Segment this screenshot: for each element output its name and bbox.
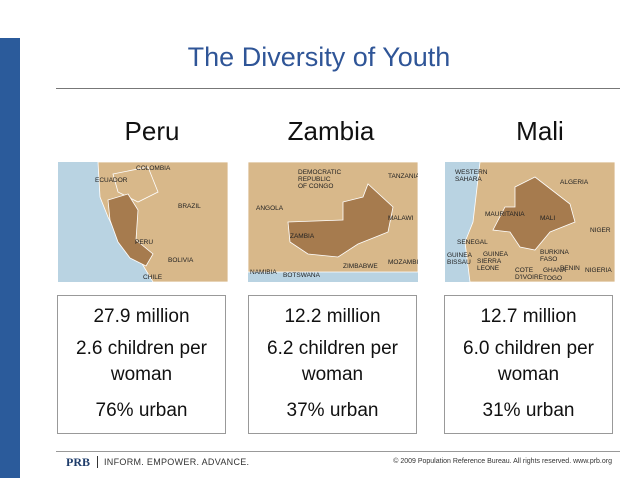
map-label: MALAWI	[388, 215, 414, 222]
map-label: PERU	[135, 239, 153, 246]
map-label: FASO	[540, 256, 557, 263]
map-label: OF CONGO	[298, 183, 333, 190]
map-label: BRAZIL	[178, 203, 201, 210]
stat: 12.2 million	[284, 306, 381, 327]
country-map: COLOMBIA ECUADOR BRAZIL PERU BOLIVIA CHILE	[58, 162, 228, 282]
map-label: WESTERN	[455, 169, 488, 176]
stat: 12.7 million	[480, 306, 577, 327]
map-label: MALI	[540, 215, 555, 222]
highlighted-country	[287, 183, 394, 258]
map-label: GHANA	[543, 267, 567, 274]
map-label: SAHARA	[455, 176, 482, 183]
map-label: GUINEA	[483, 251, 509, 258]
stat: 31% urban	[482, 400, 575, 421]
map-label: CHILE	[143, 274, 163, 281]
sea	[445, 162, 480, 282]
stat: 2.6 children per woman	[76, 338, 207, 385]
map-label: BOLIVIA	[168, 257, 194, 264]
map-label: ANGOLA	[256, 205, 284, 212]
map-label: COLOMBIA	[136, 165, 171, 172]
map-label: REPUBLIC	[298, 176, 331, 183]
map-label: MOZAMBIQUE	[388, 259, 418, 266]
title: The Diversity of Youth	[187, 42, 451, 72]
map-label: ZIMBABWE	[343, 263, 378, 270]
country-name: Mali	[516, 116, 564, 146]
stat: 6.0 children per woman	[463, 338, 594, 385]
map-label: TOGO	[543, 275, 562, 282]
footer-copyright: © 2009 Population Reference Bureau. All …	[393, 458, 612, 465]
map-label: DEMOCRATIC	[298, 169, 342, 176]
footer-brand: PRB	[66, 455, 90, 469]
stat: 76% urban	[95, 400, 188, 421]
map-label: NAMIBIA	[250, 269, 277, 276]
stat: 27.9 million	[93, 306, 190, 327]
map-label: BENIN	[560, 265, 580, 272]
country-name: Peru	[124, 116, 180, 146]
side-bar	[0, 38, 20, 478]
stats-box: 27.9 million 2.6 children per woman 76% ur…	[57, 295, 226, 434]
map-label: BURKINA	[540, 249, 570, 256]
map-label: BOTSWANA	[283, 272, 321, 279]
map-label: NIGERIA	[585, 267, 612, 274]
highlighted-country	[492, 176, 576, 251]
country-name: Zambia	[287, 116, 375, 146]
map-label: D'IVOIRE	[515, 274, 544, 281]
footer-tagline: INFORM. EMPOWER. ADVANCE.	[104, 457, 250, 467]
land	[248, 162, 418, 273]
map-label: NIGER	[590, 227, 611, 234]
map-label: SIERRA	[477, 258, 502, 265]
map-label: LEONE	[477, 265, 500, 272]
footer-separator	[97, 456, 98, 468]
stats-box: 12.7 million 6.0 children per woman 31% ur…	[444, 295, 613, 434]
footer-rule	[56, 451, 620, 452]
stat: 37% urban	[286, 400, 379, 421]
map-label: MAURITANIA	[485, 211, 525, 218]
map-label: ZAMBIA	[290, 233, 315, 240]
map-label: ECUADOR	[95, 177, 128, 184]
map-label: TANZANIA	[388, 173, 418, 180]
map-label: COTE	[515, 267, 534, 274]
map-label: ALGERIA	[560, 179, 589, 186]
stat: 6.2 children per woman	[267, 338, 398, 385]
title-rule	[56, 88, 620, 89]
map-label: SENEGAL	[457, 239, 488, 246]
map-label: GUINEA	[447, 252, 473, 259]
land	[112, 166, 159, 203]
map-label: BISSAU	[447, 259, 471, 266]
stats-box: 12.2 million 6.2 children per woman 37% ur…	[248, 295, 417, 434]
highlighted-country	[107, 193, 154, 267]
